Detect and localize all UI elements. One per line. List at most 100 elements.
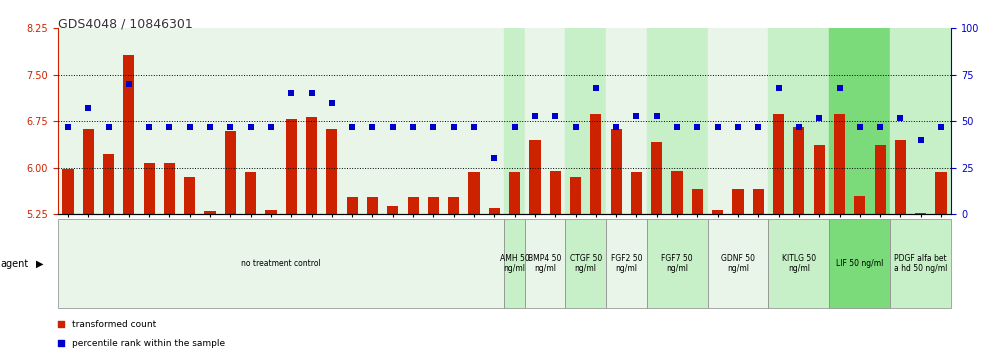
- Point: [852, 124, 868, 130]
- Bar: [525, 28, 566, 214]
- Bar: [769, 28, 830, 214]
- Bar: [732, 189, 744, 214]
- Bar: [245, 172, 256, 214]
- Point: [547, 113, 563, 119]
- Bar: [707, 28, 769, 214]
- Bar: [428, 198, 439, 214]
- Bar: [753, 189, 764, 214]
- Bar: [630, 172, 642, 214]
- Bar: [793, 127, 805, 214]
- Bar: [58, 28, 505, 214]
- Point: [730, 124, 746, 130]
- Bar: [509, 172, 520, 214]
- FancyBboxPatch shape: [646, 219, 707, 308]
- FancyBboxPatch shape: [707, 219, 769, 308]
- Point: [791, 124, 807, 130]
- Text: CTGF 50
ng/ml: CTGF 50 ng/ml: [570, 254, 602, 273]
- Bar: [834, 114, 845, 214]
- Bar: [505, 28, 525, 214]
- Bar: [874, 145, 885, 214]
- Text: BMP4 50
ng/ml: BMP4 50 ng/ml: [529, 254, 562, 273]
- Point: [628, 113, 644, 119]
- Text: no treatment control: no treatment control: [241, 259, 321, 268]
- Text: FGF7 50
ng/ml: FGF7 50 ng/ml: [661, 254, 693, 273]
- Bar: [915, 213, 926, 214]
- Point: [256, 59, 272, 65]
- Bar: [529, 140, 541, 214]
- Bar: [606, 28, 646, 214]
- Bar: [773, 114, 784, 214]
- Point: [384, 124, 400, 130]
- Text: GDS4048 / 10846301: GDS4048 / 10846301: [58, 18, 192, 31]
- Point: [202, 124, 218, 130]
- Bar: [265, 210, 277, 214]
- Text: agent: agent: [0, 259, 28, 269]
- Bar: [890, 28, 951, 214]
- Point: [304, 91, 320, 96]
- Point: [324, 100, 340, 105]
- Point: [425, 124, 441, 130]
- Bar: [306, 117, 317, 214]
- Text: LIF 50 ng/ml: LIF 50 ng/ml: [836, 259, 883, 268]
- Point: [405, 124, 421, 130]
- Point: [669, 124, 685, 130]
- Bar: [935, 172, 946, 214]
- Point: [811, 115, 827, 120]
- Point: [689, 124, 705, 130]
- Bar: [367, 198, 378, 214]
- Point: [750, 124, 766, 130]
- Text: FGF2 50
ng/ml: FGF2 50 ng/ml: [611, 254, 642, 273]
- Point: [345, 124, 361, 130]
- Bar: [327, 129, 338, 214]
- Bar: [286, 119, 297, 214]
- Point: [243, 124, 259, 130]
- Bar: [814, 145, 825, 214]
- Point: [81, 105, 97, 111]
- Bar: [489, 208, 500, 214]
- Point: [263, 124, 279, 130]
- FancyBboxPatch shape: [830, 219, 890, 308]
- Bar: [448, 198, 459, 214]
- Bar: [407, 198, 418, 214]
- Bar: [143, 163, 154, 214]
- Point: [486, 156, 502, 161]
- Bar: [550, 171, 561, 214]
- Bar: [894, 140, 906, 214]
- Point: [872, 124, 888, 130]
- FancyBboxPatch shape: [58, 219, 505, 308]
- Bar: [225, 131, 236, 214]
- Bar: [63, 169, 74, 214]
- Text: transformed count: transformed count: [72, 320, 156, 329]
- Text: percentile rank within the sample: percentile rank within the sample: [72, 339, 225, 348]
- Bar: [712, 210, 723, 214]
- Bar: [164, 163, 175, 214]
- Bar: [83, 129, 94, 214]
- Point: [507, 124, 523, 130]
- Point: [365, 124, 380, 130]
- Point: [527, 113, 543, 119]
- Point: [283, 91, 299, 96]
- Text: GDNF 50
ng/ml: GDNF 50 ng/ml: [721, 254, 755, 273]
- FancyBboxPatch shape: [606, 219, 646, 308]
- FancyBboxPatch shape: [566, 219, 606, 308]
- FancyBboxPatch shape: [890, 219, 951, 308]
- Bar: [570, 177, 581, 214]
- Point: [648, 113, 664, 119]
- Point: [446, 124, 462, 130]
- Point: [466, 124, 482, 130]
- Bar: [387, 206, 398, 214]
- Bar: [611, 129, 622, 214]
- FancyBboxPatch shape: [505, 219, 525, 308]
- Point: [609, 124, 624, 130]
- Text: KITLG 50
ng/ml: KITLG 50 ng/ml: [782, 254, 816, 273]
- Bar: [646, 28, 707, 214]
- Point: [101, 124, 117, 130]
- Point: [256, 233, 272, 239]
- Bar: [591, 114, 602, 214]
- FancyBboxPatch shape: [525, 219, 566, 308]
- Point: [912, 137, 928, 143]
- Bar: [692, 189, 703, 214]
- Point: [832, 85, 848, 91]
- Bar: [204, 211, 216, 214]
- Bar: [855, 196, 866, 214]
